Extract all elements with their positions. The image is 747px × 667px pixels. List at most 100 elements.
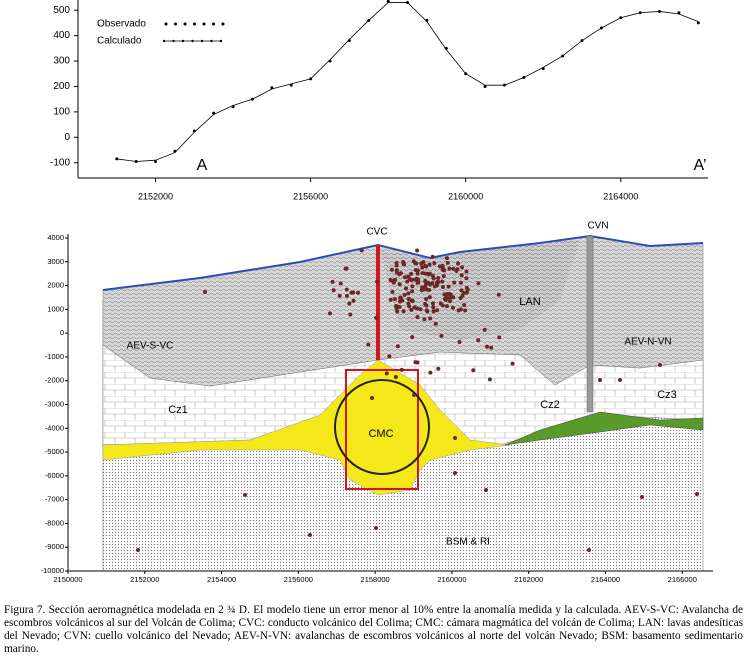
x-tick-label: 2152000 xyxy=(130,575,159,584)
source-dot xyxy=(426,272,431,277)
legend-dot xyxy=(162,39,166,43)
source-dot xyxy=(497,335,502,340)
section-label: AEV-S-VC xyxy=(127,341,174,352)
topography xyxy=(102,234,704,291)
annotation: A xyxy=(197,157,208,174)
y-tick-label: -6000 xyxy=(45,471,64,480)
source-dot xyxy=(484,488,488,492)
source-dot xyxy=(459,273,464,278)
observed-point xyxy=(347,39,351,43)
source-dot xyxy=(457,339,462,344)
source-dot xyxy=(451,266,456,271)
source-dot xyxy=(451,295,456,300)
source-dot xyxy=(510,361,515,366)
source-dot xyxy=(425,309,430,314)
source-dot xyxy=(412,393,416,397)
source-dot xyxy=(431,309,436,314)
source-dot xyxy=(243,493,247,497)
source-dot xyxy=(458,307,463,312)
source-dot xyxy=(476,338,481,343)
source-dot xyxy=(458,296,463,301)
source-dot xyxy=(415,271,420,276)
source-dot xyxy=(407,277,412,282)
section-label: CVN xyxy=(587,221,608,232)
source-dot xyxy=(410,284,415,289)
observed-point xyxy=(483,84,487,88)
y-tick-label: 0 xyxy=(64,132,70,143)
legend-dot xyxy=(174,22,177,26)
section-label: CMC xyxy=(368,428,393,440)
section-label: Cz3 xyxy=(657,389,677,401)
source-dot xyxy=(308,533,312,537)
source-dot xyxy=(387,354,392,359)
y-tick-label: 200 xyxy=(53,81,70,92)
source-dot xyxy=(374,526,378,530)
x-tick-label: 2160000 xyxy=(448,191,483,201)
source-dot xyxy=(453,436,457,440)
source-dot xyxy=(424,287,429,292)
observed-point xyxy=(444,46,448,50)
source-dot xyxy=(384,371,389,376)
legend-label: Calculado xyxy=(97,36,142,47)
source-dot xyxy=(355,290,360,295)
source-dot xyxy=(136,548,140,552)
observed-point xyxy=(502,83,506,87)
observed-point xyxy=(231,105,235,109)
source-dot xyxy=(428,370,433,375)
source-dot xyxy=(414,276,419,281)
observed-point xyxy=(367,18,371,22)
source-dot xyxy=(427,295,432,300)
source-dot xyxy=(460,265,465,270)
source-dot xyxy=(392,297,397,302)
source-dot xyxy=(337,293,342,298)
source-dot xyxy=(375,279,380,284)
y-tick-label: 300 xyxy=(53,56,70,67)
x-tick-label: 2166000 xyxy=(668,575,697,584)
source-dot xyxy=(203,290,207,294)
source-dot xyxy=(447,296,452,301)
source-dot xyxy=(351,298,356,303)
source-dot xyxy=(401,309,406,314)
source-dot xyxy=(349,290,354,295)
source-dot xyxy=(418,307,423,312)
source-dot xyxy=(338,281,343,286)
observed-point xyxy=(386,0,390,3)
y-tick-label: 2000 xyxy=(47,281,64,290)
source-dot xyxy=(348,312,353,317)
source-dot xyxy=(394,263,399,268)
source-dot xyxy=(423,278,428,283)
observed-point xyxy=(561,54,565,58)
observed-point xyxy=(464,72,468,76)
source-dot xyxy=(463,308,468,313)
source-dot xyxy=(410,335,415,340)
source-dot xyxy=(461,290,466,295)
legend-dot xyxy=(219,39,223,43)
source-dot xyxy=(437,264,442,269)
source-dot xyxy=(406,291,411,296)
legend-dot xyxy=(200,39,204,43)
sources xyxy=(136,248,699,552)
source-dot xyxy=(343,266,348,271)
y-tick-label: 0 xyxy=(60,328,64,337)
source-dot xyxy=(390,279,395,284)
source-dot xyxy=(424,296,429,301)
observed-point xyxy=(289,83,293,87)
source-dot xyxy=(421,260,426,265)
source-dot xyxy=(440,279,445,284)
source-dot xyxy=(444,256,449,261)
legend-dot xyxy=(181,39,185,43)
y-tick-label: 3000 xyxy=(47,257,64,266)
source-dot xyxy=(441,266,446,271)
source-dot xyxy=(420,265,425,270)
source-dot xyxy=(618,378,622,382)
observed-point xyxy=(541,67,545,71)
source-dot xyxy=(496,292,501,297)
y-tick-label: 1000 xyxy=(47,304,64,313)
source-dot xyxy=(432,261,437,266)
source-dot xyxy=(405,279,410,284)
observed-point xyxy=(658,9,662,13)
y-tick-label: 400 xyxy=(53,30,70,41)
calculated-line xyxy=(116,2,699,162)
source-dot xyxy=(359,248,364,253)
